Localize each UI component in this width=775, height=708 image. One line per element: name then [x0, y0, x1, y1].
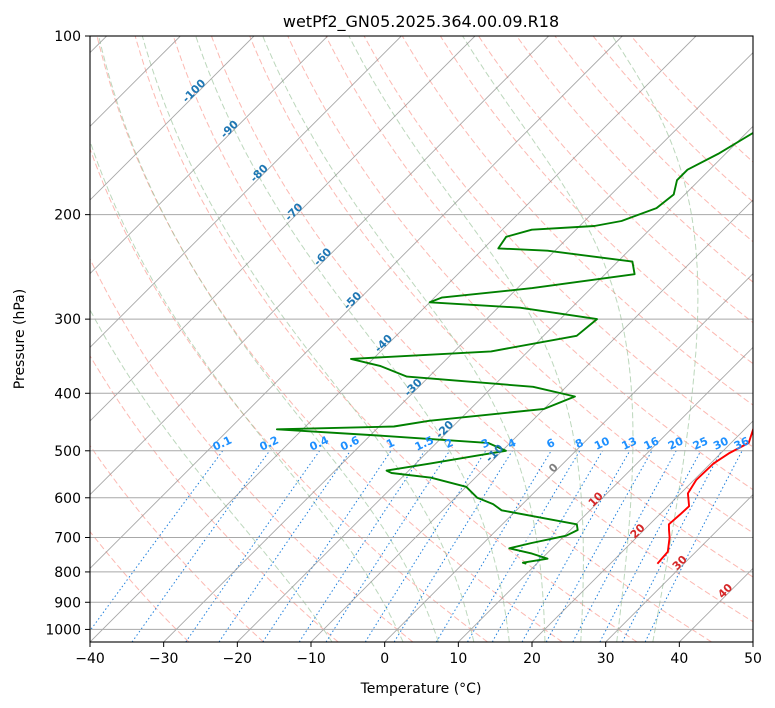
y-tick-label: 800 — [54, 565, 81, 581]
mixing-ratio-line — [644, 450, 743, 642]
dry-adiabat — [401, 36, 753, 406]
isotherm — [163, 52, 753, 642]
moist-adiabat — [90, 139, 404, 642]
dry-adiabat — [90, 354, 339, 642]
dry-adiabat — [90, 530, 190, 642]
mixing-ratio-line — [521, 450, 631, 642]
isotherm — [90, 36, 402, 348]
isotherm — [90, 36, 328, 275]
x-tick-label: −40 — [75, 651, 105, 667]
y-tick-label: 300 — [54, 312, 81, 328]
isotherm — [237, 125, 753, 642]
x-tick-label: 20 — [523, 651, 541, 667]
dry-adiabat — [363, 36, 753, 448]
dry-adiabat — [439, 36, 753, 365]
temperature-profile — [656, 426, 753, 565]
y-axis-ticks: 100 200 300 400 500 600 700 800 900 1000 — [45, 29, 90, 638]
plot-frame — [89, 35, 754, 643]
background-lines — [90, 36, 753, 642]
isotherm — [384, 273, 753, 642]
isotherm — [531, 420, 753, 642]
isotherm — [90, 36, 549, 496]
dry-adiabat — [172, 36, 712, 642]
y-tick-label: 400 — [54, 386, 81, 402]
dry-adiabat — [211, 36, 753, 623]
moist-adiabat — [348, 36, 584, 642]
mixing-ratio-label: 13 — [620, 435, 639, 453]
dewpoint-profile — [275, 131, 753, 565]
x-tick-label: −10 — [296, 651, 326, 667]
dry-adiabat — [287, 36, 753, 534]
x-tick-label: 50 — [744, 651, 762, 667]
y-tick-label: 200 — [54, 208, 81, 224]
dry-adiabat — [134, 36, 638, 642]
isotherm — [90, 36, 697, 642]
isotherm — [458, 346, 753, 642]
moist-adiabat — [141, 36, 475, 642]
x-tick-label: −20 — [223, 651, 253, 667]
mixing-ratio-line — [298, 450, 426, 642]
mixing-ratio-line — [131, 450, 271, 642]
moist-adiabat — [98, 36, 439, 642]
dry-adiabat — [96, 36, 563, 642]
y-tick-label: 1000 — [45, 622, 81, 638]
mixing-ratio-label: 25 — [691, 435, 710, 453]
mixing-ratio-label: 16 — [642, 434, 662, 452]
moist-adiabat — [262, 36, 546, 642]
isotherm — [90, 36, 623, 569]
y-tick-label: 100 — [54, 29, 81, 45]
y-axis-label: Pressure (hPa) — [12, 289, 28, 389]
moist-adiabat — [611, 36, 699, 642]
x-tick-label: 30 — [597, 651, 615, 667]
dry-adiabat — [90, 257, 414, 642]
mixing-ratio-label: 10 — [592, 434, 612, 452]
chart-title: wetPf2_GN05.2025.364.00.09.R18 — [283, 12, 559, 32]
isotherm — [90, 36, 476, 422]
isotherm — [90, 36, 255, 201]
y-tick-label: 700 — [54, 531, 81, 547]
x-tick-label: 10 — [449, 651, 467, 667]
isotherm — [310, 199, 753, 642]
mixing-ratio-label: 20 — [666, 434, 686, 452]
mixing-ratio-line — [262, 450, 392, 642]
isotherm — [605, 494, 753, 642]
mixing-ratio-line — [90, 450, 224, 632]
y-tick-label: 500 — [54, 444, 81, 460]
dry-adiabat — [249, 36, 753, 578]
x-axis-ticks: −40 −30 −20 −10 0 10 20 30 40 50 — [75, 642, 762, 667]
mixing-ratio-label: 36 — [732, 434, 752, 452]
x-tick-label: 40 — [670, 651, 688, 667]
x-axis-label: Temperature (°C) — [360, 681, 482, 697]
mixing-ratio-line — [435, 450, 552, 642]
mixing-ratio-line — [364, 450, 487, 642]
x-tick-label: 0 — [380, 651, 389, 667]
mixing-ratio-line — [599, 450, 702, 642]
mixing-ratio-line — [325, 450, 451, 642]
x-tick-label: −30 — [149, 651, 179, 667]
y-tick-label: 600 — [54, 491, 81, 507]
mixing-ratio-label: 30 — [711, 434, 731, 452]
mixing-ratio-line — [185, 450, 321, 642]
mixing-ratio-line — [218, 450, 351, 642]
y-tick-label: 900 — [54, 595, 81, 611]
mixing-ratio-line — [572, 450, 677, 642]
mixing-ratio-line — [545, 450, 653, 642]
sounding-profiles — [275, 131, 753, 565]
